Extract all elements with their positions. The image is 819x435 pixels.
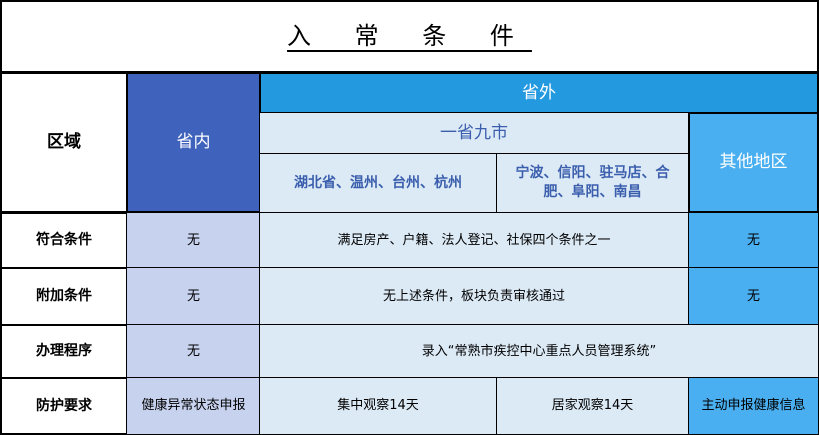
other-header: 其他地区 — [688, 112, 819, 213]
group2-header: 宁波、信阳、驻马店、合肥、阜阳、南昌 — [496, 153, 689, 213]
other-cell: 无 — [688, 212, 819, 269]
group1-cell: 集中观察14天 — [259, 377, 497, 435]
row-label: 防护要求 — [0, 377, 128, 435]
outside-cell: 满足房产、户籍、法人登记、社保四个条件之一 — [259, 212, 689, 269]
inside-cell: 无 — [126, 212, 261, 269]
group2-cell: 居家观察14天 — [496, 377, 689, 435]
group1-header: 湖北省、温州、台州、杭州 — [259, 153, 497, 213]
row-label: 办理程序 — [0, 324, 128, 379]
outside-cell: 无上述条件，板块负责审核通过 — [259, 267, 689, 326]
inside-cell: 无 — [126, 324, 261, 379]
outside-cell: 录入“常熟市疾控中心重点人员管理系统” — [259, 324, 819, 379]
inside-cell: 健康异常状态申报 — [126, 377, 261, 435]
inside-cell: 无 — [126, 267, 261, 326]
nine-cities-header: 一省九市 — [259, 112, 689, 154]
other-cell: 主动申报健康信息 — [688, 377, 819, 435]
other-cell: 无 — [688, 267, 819, 326]
inside-header: 省内 — [126, 72, 261, 213]
row-label: 符合条件 — [0, 212, 128, 269]
outside-header: 省外 — [259, 72, 819, 114]
row-label: 附加条件 — [0, 267, 128, 326]
page-title: 入 常 条 件 — [0, 0, 819, 73]
region-header: 区域 — [0, 72, 128, 213]
